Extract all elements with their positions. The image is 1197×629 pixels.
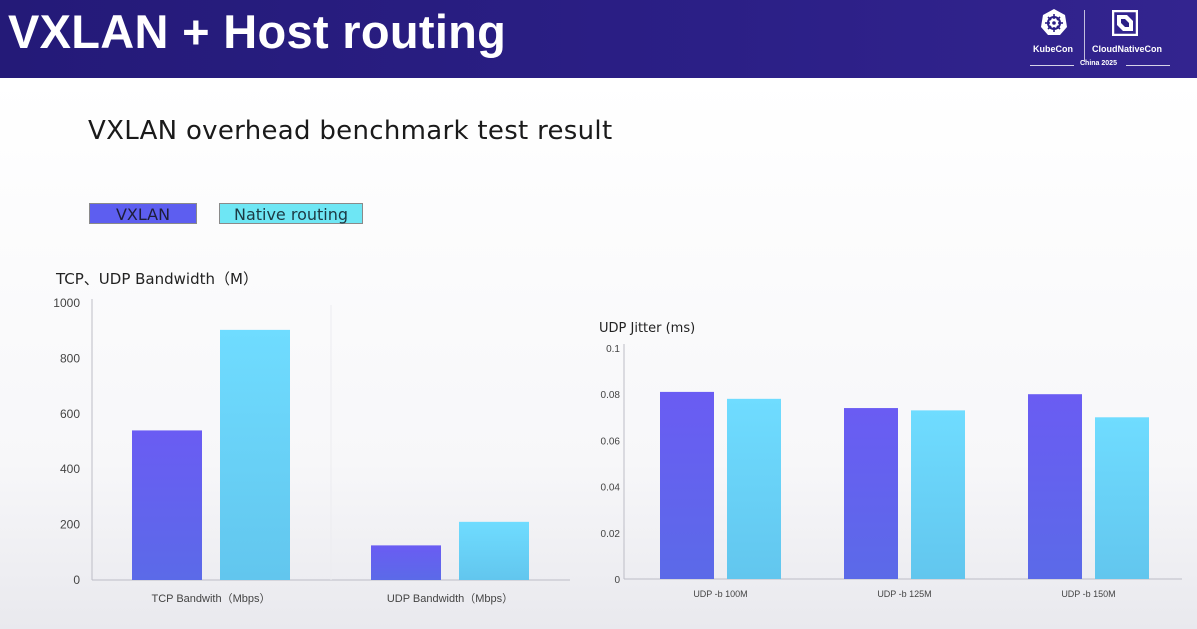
y-tick-label: 600 — [60, 407, 80, 421]
logo-subtext: China 2025 — [1080, 60, 1117, 67]
x-category-label: UDP -b 125M — [877, 589, 931, 599]
chart-title: TCP、UDP Bandwidth（M） — [55, 270, 258, 288]
legend-vxlan: VXLAN — [89, 203, 197, 224]
bar-native-routing — [911, 410, 965, 579]
x-category-label: UDP -b 100M — [693, 589, 747, 599]
bar-native-routing — [220, 329, 290, 580]
bar-native-routing — [727, 398, 781, 579]
x-category-label: UDP -b 150M — [1061, 589, 1115, 599]
bar-vxlan — [660, 391, 714, 579]
y-tick-label: 0 — [614, 575, 620, 586]
y-tick-label: 800 — [60, 351, 80, 365]
chart-2: UDP Jitter (ms) 0 0.02 0.04 0.06 0.08 0.1 UDP -… — [599, 321, 1182, 599]
y-tick-label: 0.1 — [606, 344, 620, 355]
legend-native-routing: Native routing — [219, 203, 363, 224]
y-tick-label: 0 — [73, 573, 80, 587]
header-banner: VXLAN + Host routing KubeCon CloudNative… — [0, 0, 1197, 78]
y-tick-label: 400 — [60, 462, 80, 476]
bar-vxlan — [132, 430, 202, 580]
logo-rule-left — [1030, 65, 1074, 66]
chart-1: TCP、UDP Bandwidth（M） 0 200 400 600 800 1000 TCP… — [53, 270, 570, 605]
logo-kubecon-text: KubeCon — [1033, 44, 1073, 54]
y-tick-label: 0.02 — [601, 529, 621, 540]
slide-subtitle: VXLAN overhead benchmark test result — [88, 116, 613, 146]
x-category-label: TCP Bandwith（Mbps） — [151, 592, 270, 605]
bar-vxlan — [371, 545, 441, 580]
y-tick-label: 0.08 — [601, 390, 621, 401]
page-title: VXLAN + Host routing — [8, 5, 507, 58]
y-tick-label: 200 — [60, 518, 80, 532]
y-tick-label: 0.04 — [601, 483, 621, 494]
bar-native-routing — [1095, 417, 1149, 579]
y-tick-label: 1000 — [53, 296, 80, 310]
x-category-label: UDP Bandwidth（Mbps） — [387, 592, 513, 605]
logo-divider — [1084, 10, 1085, 62]
event-logo: KubeCon CloudNativeCon China 2025 — [1028, 6, 1178, 72]
kubernetes-helm-icon — [1041, 9, 1067, 35]
cncf-icon — [1112, 10, 1138, 36]
bar-vxlan — [1028, 394, 1082, 579]
logo-cloudnativecon-text: CloudNativeCon — [1092, 44, 1163, 54]
chart-title: UDP Jitter (ms) — [599, 321, 695, 336]
bar-native-routing — [459, 521, 529, 580]
y-tick-label: 0.06 — [601, 436, 621, 447]
bar-vxlan — [844, 408, 898, 579]
logo-rule-right — [1126, 65, 1170, 66]
